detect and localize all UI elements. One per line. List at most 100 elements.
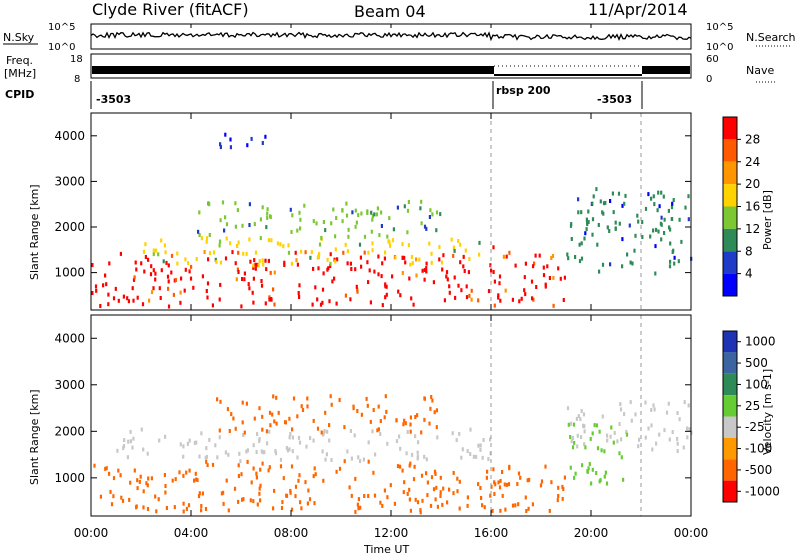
data-cell-band-5 — [567, 256, 570, 261]
colorbar-tick-label: 4 — [745, 267, 753, 281]
data-cell-band-5 — [668, 264, 672, 269]
data-cell-band-2 — [306, 396, 309, 401]
data-cell-band-1 — [416, 450, 419, 455]
data-cell-band-1 — [478, 240, 481, 245]
data-cell-band-0 — [562, 487, 565, 492]
data-cell-band-0 — [264, 301, 267, 306]
data-cell-band-0 — [486, 469, 489, 474]
data-cell-band-1 — [455, 438, 458, 443]
data-cell-band-0 — [380, 274, 383, 279]
data-cell-band-0 — [346, 261, 349, 266]
data-cell-band-0 — [456, 476, 459, 481]
data-cell-band-0 — [489, 263, 492, 268]
data-cell-band-1 — [261, 450, 265, 455]
data-cell-band-2 — [298, 210, 301, 215]
data-cell-band-1 — [417, 440, 420, 445]
colorbar-tick-label: 8 — [745, 244, 753, 258]
data-cell-band-2 — [356, 409, 359, 413]
data-cell-band-0 — [434, 497, 437, 502]
data-cell-band-0 — [526, 478, 529, 483]
data-cell-band-0 — [272, 506, 275, 511]
data-cell-band-2 — [332, 207, 335, 212]
data-cell-band-3 — [575, 416, 578, 421]
data-cell-band-0 — [254, 266, 257, 271]
data-cell-band-2 — [366, 403, 369, 408]
data-cell-band-0 — [415, 273, 418, 278]
data-cell-band-2 — [429, 406, 432, 411]
data-cell-band-0 — [410, 296, 413, 301]
data-cell-band-5 — [601, 262, 605, 267]
data-cell-band-5 — [654, 244, 657, 249]
data-cell-band-0 — [272, 287, 275, 292]
data-cell-band-1 — [239, 459, 242, 464]
data-cell-band-0 — [557, 494, 560, 498]
data-cell-band-1 — [127, 439, 130, 444]
data-cell-band-0 — [188, 269, 191, 274]
data-cell-band-0 — [197, 494, 201, 499]
velocity-y-axis: 1000 2000 3000 4000 — [54, 331, 691, 485]
data-cell-band-3 — [224, 132, 227, 137]
data-cell-band-1 — [224, 450, 227, 455]
data-cell-band-1 — [386, 441, 389, 446]
data-cell-band-4 — [569, 465, 572, 470]
data-cell-band-0 — [180, 276, 183, 281]
data-cell-band-5 — [614, 220, 617, 225]
data-cell-band-0 — [561, 496, 564, 501]
data-cell-band-0 — [414, 497, 417, 502]
data-cell-band-2 — [312, 418, 315, 423]
data-cell-band-2 — [357, 213, 360, 218]
data-cell-band-1 — [276, 241, 279, 246]
data-cell-band-1 — [214, 257, 217, 262]
data-cell-band-3 — [682, 445, 685, 450]
data-cell-band-4 — [518, 299, 521, 304]
colorbar-tick-label: 28 — [745, 132, 760, 146]
data-cell-band-0 — [399, 293, 402, 298]
data-cell-band-5 — [586, 222, 589, 227]
data-cell-band-0 — [225, 478, 228, 483]
power-colorbar-label: Power [dB] — [761, 190, 774, 250]
data-cell-band-4 — [523, 288, 526, 293]
data-cell-band-4 — [534, 253, 537, 258]
data-cell-band-5 — [580, 241, 583, 246]
data-cell-band-1 — [334, 247, 337, 252]
data-cell-band-5 — [671, 250, 674, 254]
data-cell-band-0 — [439, 494, 442, 498]
data-cell-band-0 — [354, 509, 357, 514]
data-cell-band-2 — [299, 217, 302, 222]
data-cell-band-1 — [321, 449, 324, 454]
data-cell-band-1 — [309, 436, 312, 441]
data-cell-band-0 — [368, 268, 371, 273]
data-cell-band-1 — [436, 435, 439, 440]
data-cell-band-0 — [357, 506, 360, 511]
data-cell-band-3 — [652, 403, 655, 408]
data-cell-band-0 — [267, 468, 270, 473]
data-cell-band-3 — [655, 441, 658, 446]
data-cell-band-0 — [243, 271, 246, 276]
data-cell-band-5 — [687, 194, 690, 199]
data-cell-band-3 — [582, 423, 585, 428]
colorbar-swatch — [723, 251, 737, 274]
data-cell-band-2 — [316, 426, 320, 431]
data-cell-band-4 — [493, 279, 496, 284]
data-cell-band-0 — [206, 463, 209, 468]
data-cell-band-1 — [182, 454, 185, 459]
data-cell-band-0 — [470, 297, 473, 302]
data-cell-band-1 — [279, 457, 283, 462]
time-axis-label: Time UT — [363, 543, 409, 554]
data-cell-band-5 — [670, 217, 673, 221]
data-cell-band-4 — [622, 477, 625, 482]
data-cell-band-4 — [542, 265, 545, 270]
data-cell-band-0 — [373, 269, 376, 274]
data-cell-band-2 — [354, 208, 357, 213]
data-cell-band-5 — [584, 231, 587, 236]
data-cell-band-0 — [335, 469, 338, 474]
data-cell-band-3 — [570, 439, 573, 444]
colorbar-swatch — [723, 206, 737, 229]
cpid-segment-1: rbsp 200 — [496, 84, 551, 97]
data-cell-band-0 — [167, 279, 170, 284]
data-cell-band-0 — [205, 459, 208, 464]
data-cell-band-1 — [242, 433, 245, 437]
data-cell-band-0 — [150, 264, 153, 269]
data-cell-band-0 — [460, 288, 463, 293]
data-cell-band-5 — [631, 261, 634, 266]
